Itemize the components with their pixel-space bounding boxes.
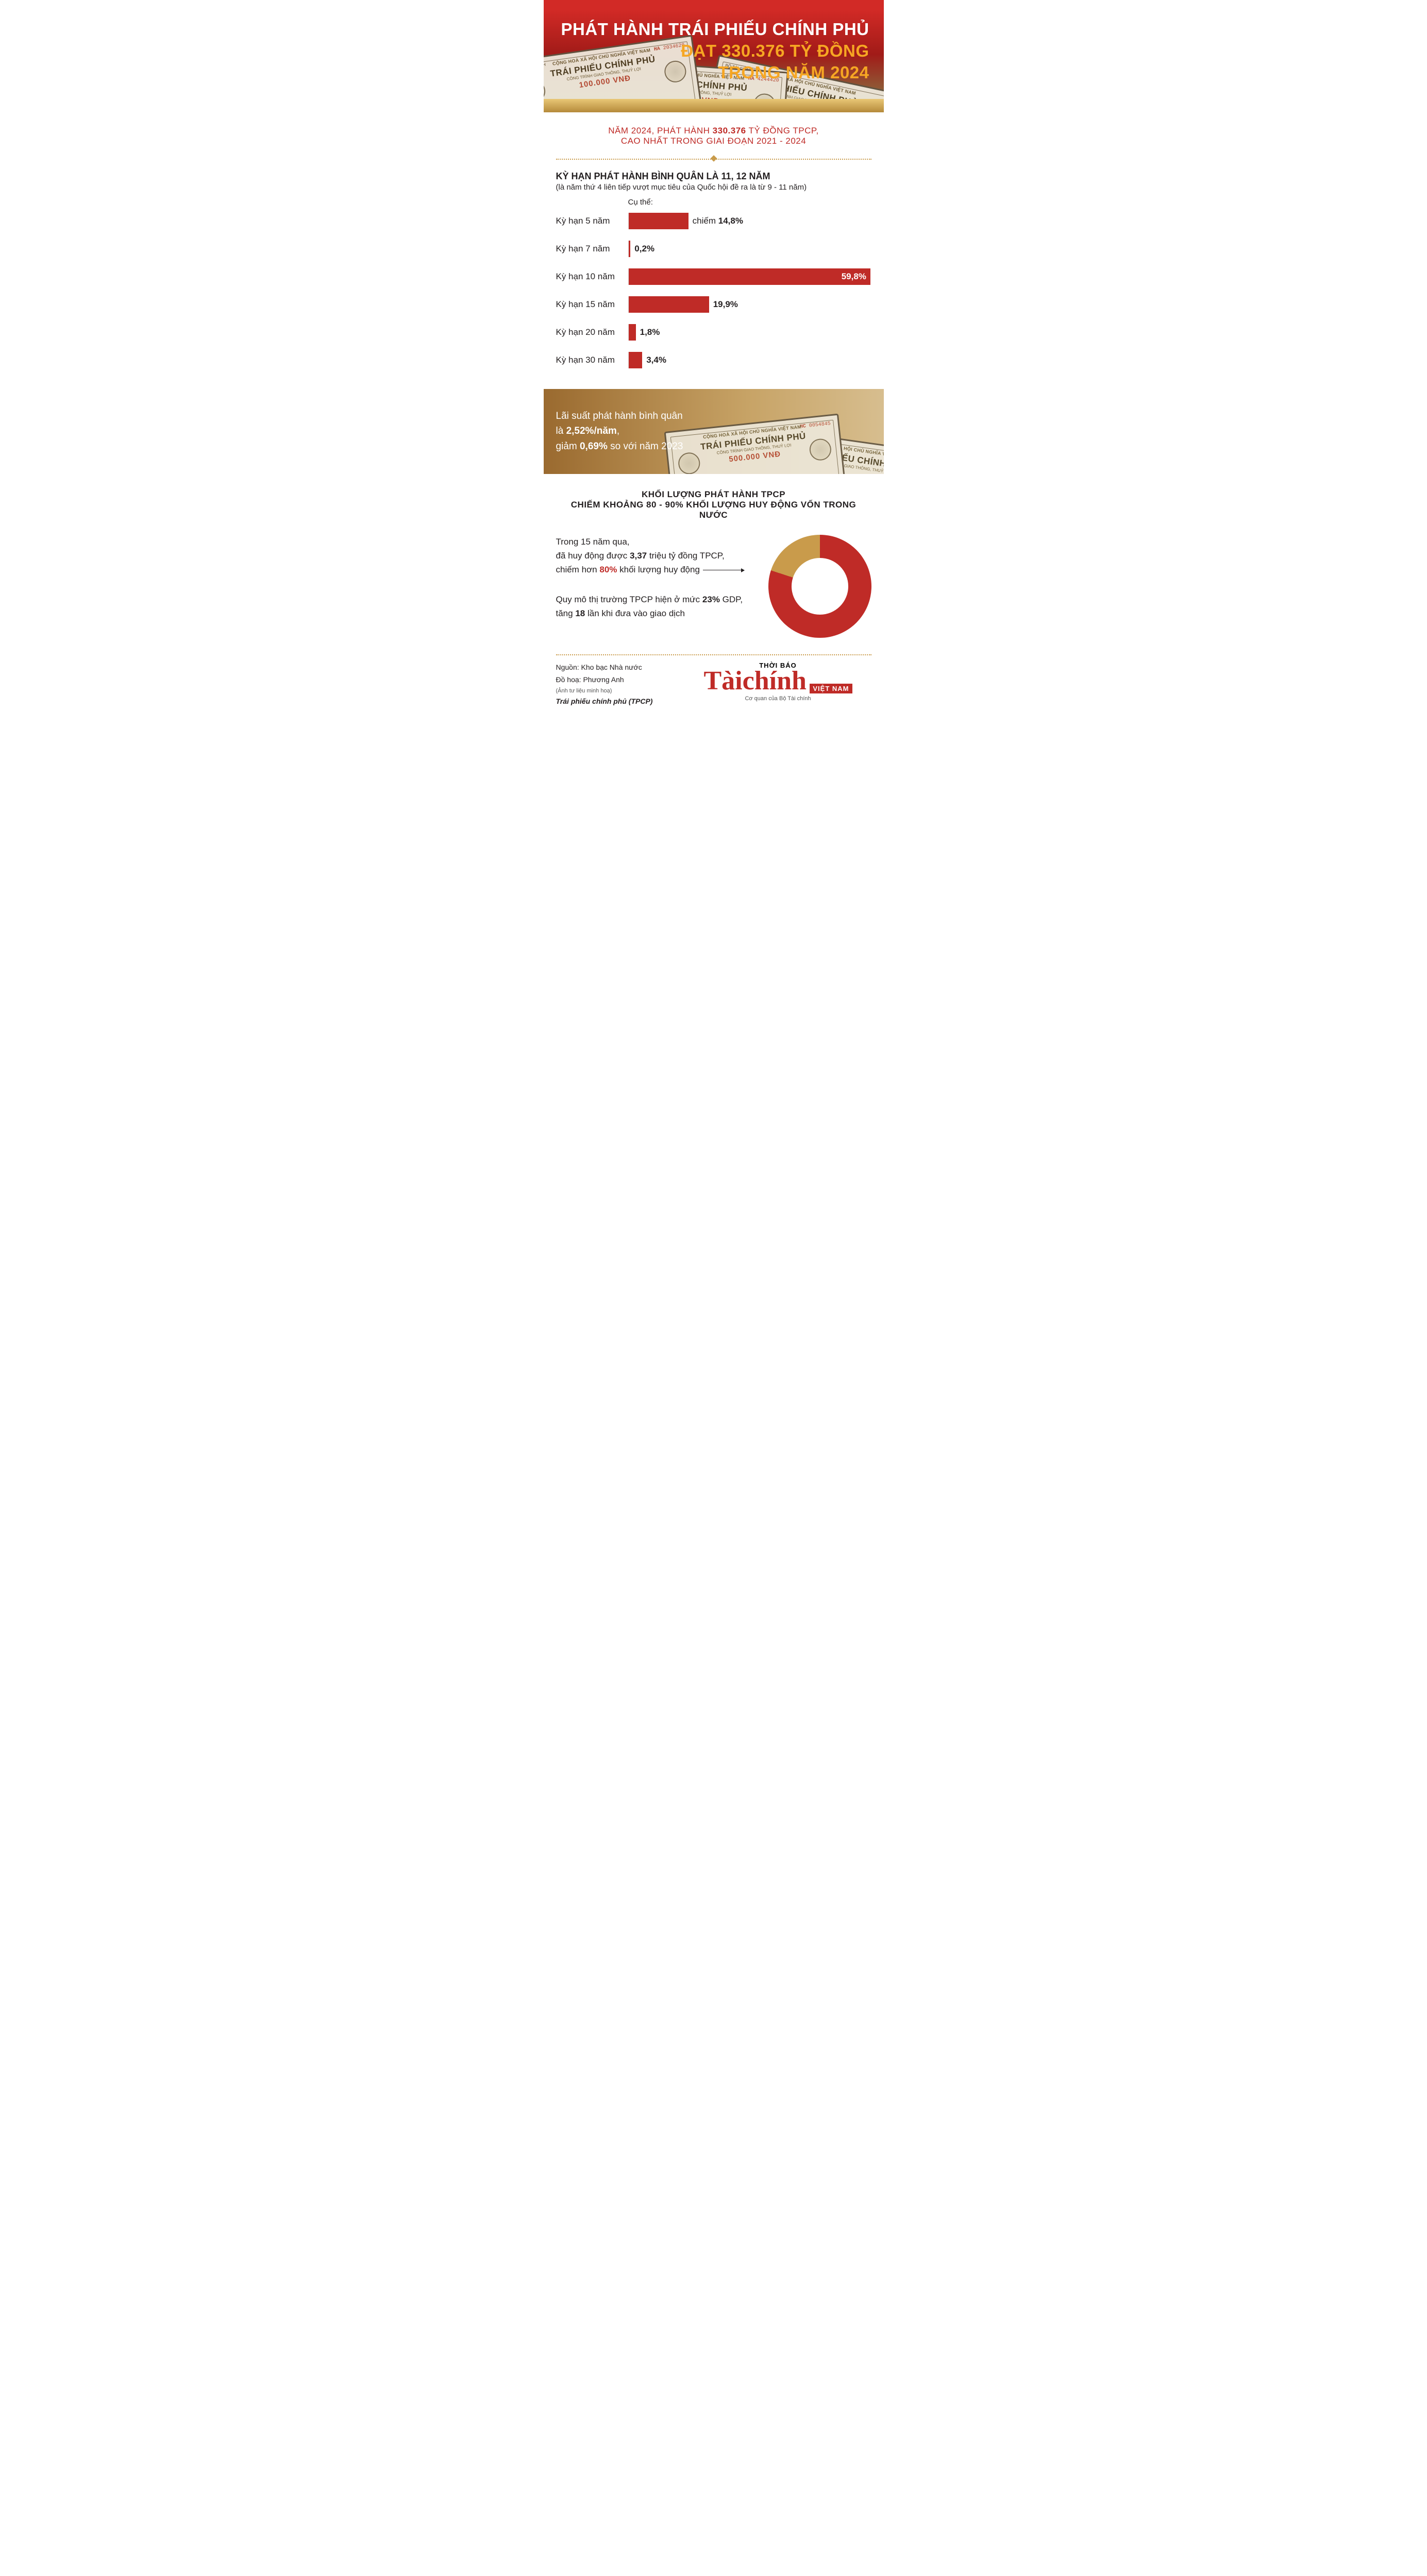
hero-amount-line: ĐẠT 330.376 TỶ ĐỒNG — [558, 41, 869, 61]
bar-value: chiếm 14,8% — [693, 216, 743, 226]
bar-row: Kỳ hạn 20 năm 1,8% — [556, 324, 871, 341]
bar-label: Kỳ hạn 20 năm — [556, 327, 628, 337]
infographic-root: BỘ TÀI CHÍNH CỘNG HOÀ XÃ HỘI CHỦ NGHĨA V… — [544, 0, 884, 722]
bar-row: Kỳ hạn 10 năm 59,8% — [556, 268, 871, 285]
logo-wordmark: Tàichính — [704, 668, 807, 693]
gold-divider-strip — [544, 99, 884, 112]
subtitle-line1: NĂM 2024, PHÁT HÀNH 330.376 TỶ ĐỒNG TPCP… — [554, 126, 874, 136]
bar-label: Kỳ hạn 5 năm — [556, 216, 628, 226]
designer-line: Đồ hoạ: Phương Anh — [556, 674, 675, 686]
bar-row: Kỳ hạn 5 năm chiếm 14,8% — [556, 213, 871, 229]
bar-track: 0,2% — [628, 241, 871, 257]
interest-rate-banner: HC 0447724 CỘNG HOÀ XÃ HỘI CHỦ NGHĨA VIỆ… — [544, 389, 884, 474]
donut-wrap — [763, 535, 871, 638]
abbrev-note: Trái phiếu chính phủ (TPCP) — [556, 696, 675, 708]
logo-vn-badge: VIỆT NAM — [810, 684, 852, 693]
bar-value: 0,2% — [634, 244, 654, 254]
source-line: Nguồn: Kho bạc Nhà nước — [556, 662, 675, 674]
hero-banner: BỘ TÀI CHÍNH CỘNG HOÀ XÃ HỘI CHỦ NGHĨA V… — [544, 0, 884, 99]
volume-donut-section: KHỐI LƯỢNG PHÁT HÀNH TPCP CHIẾM KHOẢNG 8… — [544, 474, 884, 647]
chart-cuthe: Cụ thể: — [628, 198, 871, 207]
maturity-bar-chart: KỲ HẠN PHÁT HÀNH BÌNH QUÂN LÀ 11, 12 NĂM… — [544, 167, 884, 389]
bar-value: 1,8% — [640, 327, 660, 337]
donut-chart — [768, 535, 871, 638]
bar-track: chiếm 14,8% — [628, 213, 871, 229]
subtitle-block: NĂM 2024, PHÁT HÀNH 330.376 TỶ ĐỒNG TPCP… — [544, 112, 884, 151]
photo-note: (Ảnh tư liệu minh hoạ) — [556, 686, 675, 696]
chart-heading: KỲ HẠN PHÁT HÀNH BÌNH QUÂN LÀ 11, 12 NĂM — [556, 171, 871, 182]
footer: Nguồn: Kho bạc Nhà nước Đồ hoạ: Phương A… — [544, 662, 884, 722]
subtitle-line2: CAO NHẤT TRONG GIAI ĐOẠN 2021 - 2024 — [554, 136, 874, 146]
bar-fill — [629, 324, 636, 341]
bar-label: Kỳ hạn 10 năm — [556, 272, 628, 282]
hero-title-line1: PHÁT HÀNH TRÁI PHIẾU CHÍNH PHỦ — [558, 20, 869, 39]
diamond-icon — [710, 155, 717, 162]
bar-value: 19,9% — [713, 299, 738, 310]
logo-tagline: Cơ quan của Bộ Tài chính — [685, 696, 871, 702]
rate-text: Lãi suất phát hành bình quân là 2,52%/nă… — [556, 409, 871, 454]
bar-row: Kỳ hạn 30 năm 3,4% — [556, 352, 871, 368]
logo-main-row: Tàichính VIỆT NAM — [685, 669, 871, 693]
pie-paragraph-2: Quy mô thị trường TPCP hiện ở mức 23% GD… — [556, 592, 758, 620]
bar-fill — [629, 241, 631, 257]
hero-year-line: TRONG NĂM 2024 — [558, 63, 869, 82]
bar-row: Kỳ hạn 15 năm 19,9% — [556, 296, 871, 313]
pie-paragraph-1: Trong 15 năm qua, đã huy động được 3,37 … — [556, 535, 758, 577]
bar-track: 1,8% — [628, 324, 871, 341]
pie-heading-l2: CHIẾM KHOẢNG 80 - 90% KHỐI LƯỢNG HUY ĐỘN… — [556, 500, 871, 520]
bar-fill: 59,8% — [629, 268, 870, 285]
bar-track: 19,9% — [628, 296, 871, 313]
bar-fill — [629, 213, 689, 229]
bar-track: 59,8% — [628, 268, 871, 285]
bar-label: Kỳ hạn 7 năm — [556, 244, 628, 254]
chart-subheading: (là năm thứ 4 liên tiếp vượt mục tiêu củ… — [556, 183, 871, 192]
bar-track: 3,4% — [628, 352, 871, 368]
bar-fill — [629, 296, 709, 313]
bar-rows-container: Kỳ hạn 5 nămchiếm 14,8%Kỳ hạn 7 năm0,2%K… — [556, 213, 871, 368]
bar-label: Kỳ hạn 15 năm — [556, 299, 628, 310]
dotted-separator — [556, 654, 871, 655]
sources-block: Nguồn: Kho bạc Nhà nước Đồ hoạ: Phương A… — [556, 662, 675, 708]
publisher-logo: THỜI BÁO Tàichính VIỆT NAM Cơ quan của B… — [685, 662, 871, 702]
bar-fill — [629, 352, 643, 368]
bar-value: 59,8% — [842, 272, 866, 282]
bar-row: Kỳ hạn 7 năm 0,2% — [556, 241, 871, 257]
bar-value: 3,4% — [646, 355, 666, 365]
pie-heading-l1: KHỐI LƯỢNG PHÁT HÀNH TPCP — [556, 489, 871, 500]
pie-text: Trong 15 năm qua, đã huy động được 3,37 … — [556, 535, 758, 638]
bar-label: Kỳ hạn 30 năm — [556, 355, 628, 365]
